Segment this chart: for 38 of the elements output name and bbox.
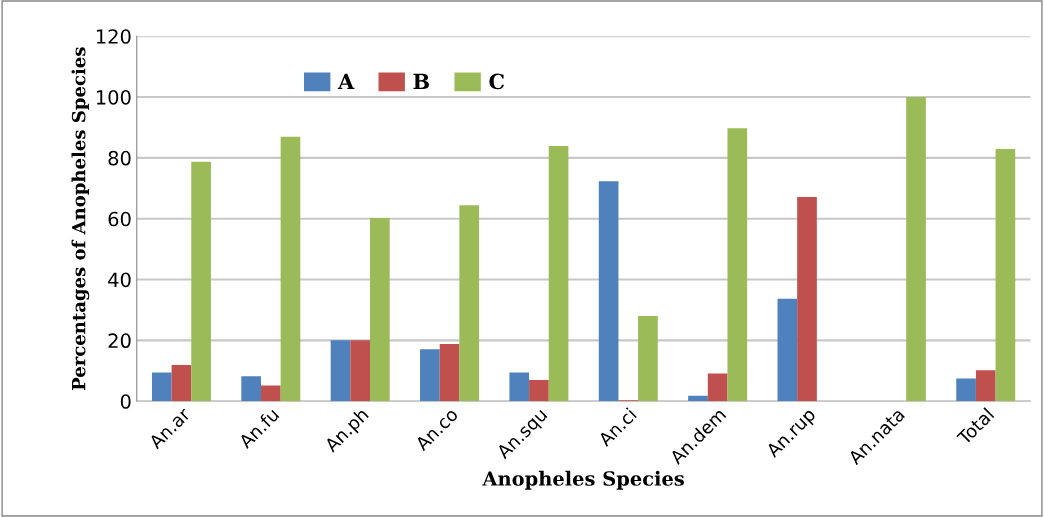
bar <box>420 349 440 402</box>
y-tick-label: 40 <box>108 272 131 288</box>
bar <box>548 145 569 402</box>
bar <box>598 181 619 402</box>
y-tick-label: 20 <box>108 333 131 349</box>
bar <box>797 197 817 402</box>
bar <box>529 379 549 402</box>
bar <box>171 365 192 402</box>
bar <box>956 378 976 402</box>
bar <box>439 344 460 402</box>
bar <box>260 385 281 402</box>
bar <box>777 298 798 402</box>
bar <box>330 340 351 402</box>
bar <box>191 161 211 402</box>
legend-label: C <box>489 73 504 90</box>
y-tick-label: 100 <box>96 89 131 105</box>
bar <box>350 340 371 402</box>
bar <box>459 205 480 402</box>
y-tick-label: 120 <box>96 29 131 44</box>
bar <box>688 395 708 402</box>
y-tick-label: 80 <box>108 150 131 166</box>
x-axis-title: Anopheles Species <box>482 470 684 490</box>
bar <box>906 97 926 402</box>
y-tick-label: 60 <box>108 211 131 227</box>
y-axis-title: Percentages of Anopheles Species <box>71 47 90 390</box>
bar <box>151 372 172 402</box>
bar <box>241 376 261 402</box>
y-tick-label: 0 <box>120 394 131 409</box>
legend-label: A <box>337 73 355 90</box>
bar <box>975 370 996 402</box>
bar <box>509 372 530 402</box>
bar <box>370 218 390 402</box>
bar <box>995 149 1016 402</box>
legend-label: B <box>413 73 429 90</box>
bar <box>280 136 301 402</box>
bar <box>707 373 728 402</box>
bar <box>638 316 658 402</box>
bar <box>727 128 748 402</box>
